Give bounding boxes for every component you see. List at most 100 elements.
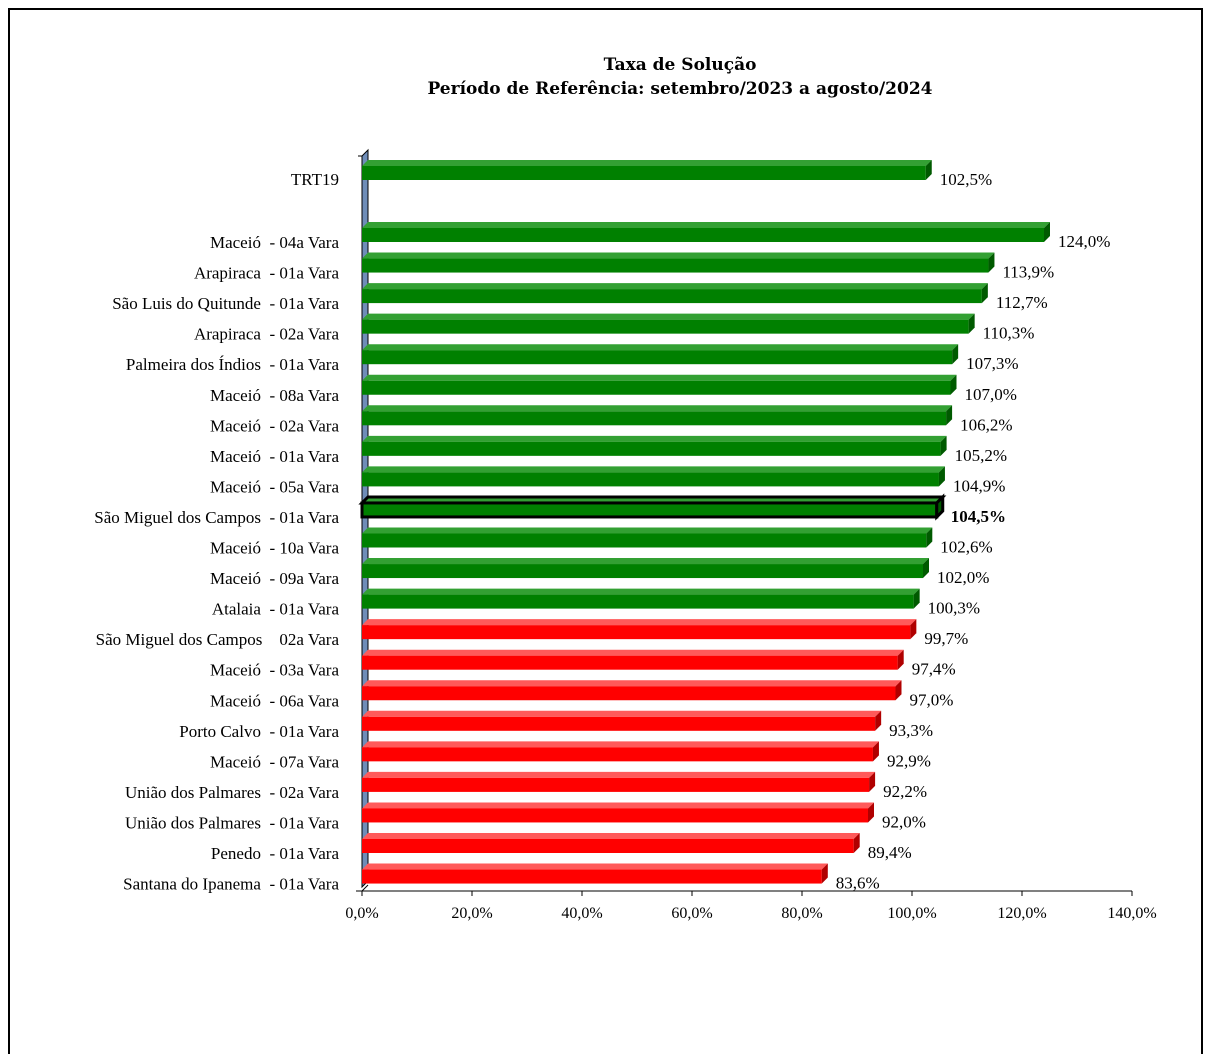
bar: [362, 222, 1050, 242]
bar-front-face: [362, 564, 923, 579]
value-label: 92,2%: [883, 782, 927, 801]
bar-front-face: [362, 411, 947, 426]
category-label: Arapiraca - 01a Vara: [194, 264, 340, 283]
value-label: 112,7%: [996, 293, 1048, 312]
chart-subtitle: Período de Referência: setembro/2023 a a…: [427, 79, 932, 99]
bar: [362, 741, 879, 762]
chart-title: Taxa de Solução: [604, 55, 757, 75]
value-label: 107,3%: [966, 354, 1018, 373]
bar-front-face: [362, 533, 927, 548]
bar: [362, 313, 975, 334]
bar-top-face: [362, 344, 959, 351]
bar-side-face: [981, 283, 988, 304]
bar-top-face: [362, 649, 904, 656]
value-label: 110,3%: [983, 324, 1035, 343]
value-label: 92,9%: [887, 751, 931, 770]
bar-front-face: [362, 777, 870, 792]
bar-side-face: [869, 771, 876, 792]
bar-side-face: [935, 493, 945, 521]
bar: [362, 283, 988, 304]
value-label: 97,0%: [910, 690, 954, 709]
bar-top-face: [362, 313, 975, 320]
bar: [362, 435, 947, 456]
bar: [362, 252, 995, 273]
bar: [362, 833, 860, 853]
bar-top-face: [362, 588, 920, 595]
value-label: 93,3%: [889, 721, 933, 740]
bar-side-face: [923, 558, 929, 579]
category-label: Santana do Ipanema - 01a Vara: [123, 875, 339, 894]
category-label: Maceió - 04a Vara: [210, 233, 339, 252]
bar-side-face: [952, 344, 959, 365]
bar-top-face: [362, 558, 929, 565]
value-label: 107,0%: [965, 385, 1017, 404]
bar-top-face: [362, 833, 860, 839]
bar: [362, 160, 932, 180]
value-labels: 102,5% 124,0%113,9% 112,7% 110,3% 107,3% 107,…: [836, 170, 1111, 893]
bar: [358, 493, 947, 521]
x-tick-label: 100,0%: [887, 905, 936, 922]
bar: [362, 802, 874, 823]
bar-front-face: [362, 625, 911, 640]
value-label: 102,6%: [940, 538, 992, 557]
category-label: Maceió - 07a Vara: [210, 752, 339, 771]
value-label: 102,5%: [940, 170, 992, 189]
x-tick-label: 20,0%: [451, 905, 492, 922]
value-label: 105,2%: [955, 446, 1007, 465]
bar: [362, 527, 933, 548]
x-tick-label: 0,0%: [345, 905, 378, 922]
bar-side-face: [946, 405, 953, 426]
x-tick-label: 120,0%: [997, 905, 1046, 922]
bar-side-face: [913, 588, 920, 609]
bar-top-face: [362, 435, 947, 442]
bar-front-face: [362, 380, 951, 395]
bar-front-face: [362, 808, 868, 823]
value-label: 124,0%: [1058, 232, 1110, 251]
bar-front-face: [362, 747, 873, 762]
bar-top-face: [362, 863, 828, 870]
bar-front-face: [362, 319, 969, 334]
bar: [362, 619, 917, 640]
category-label: Maceió - 09a Vara: [210, 569, 339, 588]
value-label: 102,0%: [937, 568, 989, 587]
chart-frame: [8, 8, 1203, 1054]
bar: [362, 405, 953, 426]
x-axis-depth-line: [361, 884, 369, 892]
category-labels: TRT19 Maceió - 04a Vara Arapiraca - 01a Va…: [94, 170, 339, 894]
bar-top-face: [362, 619, 917, 626]
bar-top-face: [362, 374, 957, 381]
category-label: TRT19: [291, 170, 339, 189]
bar-top-face: [362, 710, 882, 717]
bar: [362, 771, 876, 792]
bar-side-face: [925, 160, 932, 180]
bar-front-face: [362, 472, 939, 487]
bar-front-face: [362, 839, 854, 853]
bar-side-face: [895, 680, 902, 701]
bar-side-face: [897, 649, 904, 670]
bar-front-face: [360, 501, 939, 519]
bar-side-face: [950, 374, 957, 395]
category-label: Penedo - 01a Vara: [211, 844, 340, 863]
bar-front-face: [362, 166, 926, 180]
bar-side-face: [940, 435, 947, 456]
bar: [362, 680, 902, 701]
bar-front-face: [362, 350, 953, 365]
bar-front-face: [362, 441, 941, 456]
category-label: Porto Calvo - 01a Vara: [179, 722, 339, 741]
category-label: Maceió - 01a Vara: [210, 447, 339, 466]
bar: [362, 588, 920, 609]
bar-front-face: [362, 289, 982, 304]
bar-side-face: [875, 710, 882, 731]
bar: [362, 344, 959, 365]
bar-top-face: [362, 466, 945, 473]
bar-side-face: [868, 802, 874, 823]
value-label: 106,2%: [960, 415, 1012, 434]
category-label: São Luis do Quitunde - 01a Vara: [112, 294, 339, 313]
category-label: Maceió - 02a Vara: [210, 416, 339, 435]
bar-top-face: [362, 283, 988, 290]
category-label: São Miguel dos Campos - 01a Vara: [94, 508, 339, 527]
bar-side-face: [853, 833, 860, 853]
value-label: 113,9%: [1002, 263, 1054, 282]
bar-front-face: [362, 716, 876, 731]
bar-front-face: [362, 594, 914, 609]
